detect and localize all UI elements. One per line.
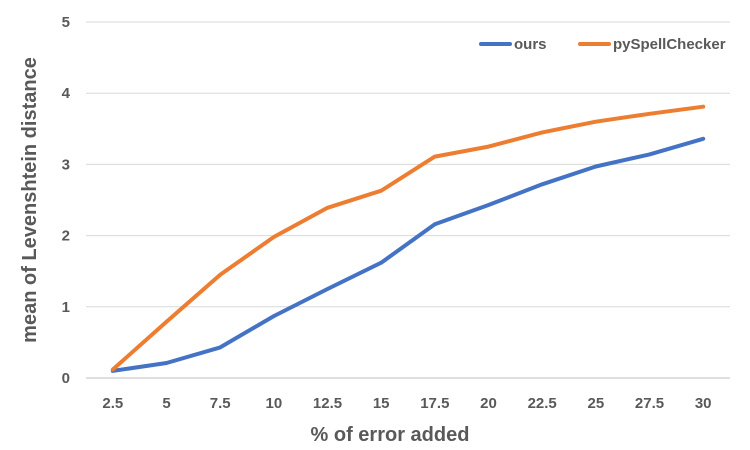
legend-label: ours <box>514 36 547 53</box>
x-tick-label: 7.5 <box>210 395 231 412</box>
x-tick-label: 15 <box>373 395 390 412</box>
series-line-pySpellChecker <box>110 104 706 372</box>
y-axis-title: mean of Levenshtein distance <box>19 57 41 343</box>
x-tick-label: 12.5 <box>313 395 342 412</box>
y-tick-label: 2 <box>62 228 70 245</box>
x-tick-label: 2.5 <box>102 395 123 412</box>
legend-item-pySpellChecker: pySpellChecker <box>578 36 726 53</box>
gridlines <box>86 21 730 379</box>
y-tick-label: 5 <box>62 14 70 31</box>
y-axis-ticks: 0 1 2 3 4 5 <box>62 14 71 387</box>
x-tick-label: 25 <box>587 395 604 412</box>
legend-item-ours: ours <box>479 36 547 53</box>
y-tick-label: 4 <box>62 85 71 102</box>
legend: ours pySpellChecker <box>479 36 726 53</box>
x-tick-label: 17.5 <box>420 395 449 412</box>
y-tick-label: 0 <box>62 370 70 387</box>
x-tick-label: 30 <box>695 395 712 412</box>
x-tick-label: 20 <box>480 395 497 412</box>
x-tick-label: 10 <box>265 395 282 412</box>
legend-label: pySpellChecker <box>613 36 726 53</box>
y-tick-label: 3 <box>62 156 70 173</box>
y-tick-label: 1 <box>62 299 70 316</box>
x-tick-label: 27.5 <box>635 395 664 412</box>
x-axis-title: % of error added <box>311 424 470 446</box>
x-tick-label: 5 <box>162 395 170 412</box>
series <box>110 104 706 373</box>
x-tick-label: 22.5 <box>528 395 557 412</box>
series-line-ours <box>110 136 706 373</box>
x-axis-ticks: 2.5 5 7.5 10 12.5 15 17.5 20 22.5 25 27.5 30 <box>102 395 711 412</box>
